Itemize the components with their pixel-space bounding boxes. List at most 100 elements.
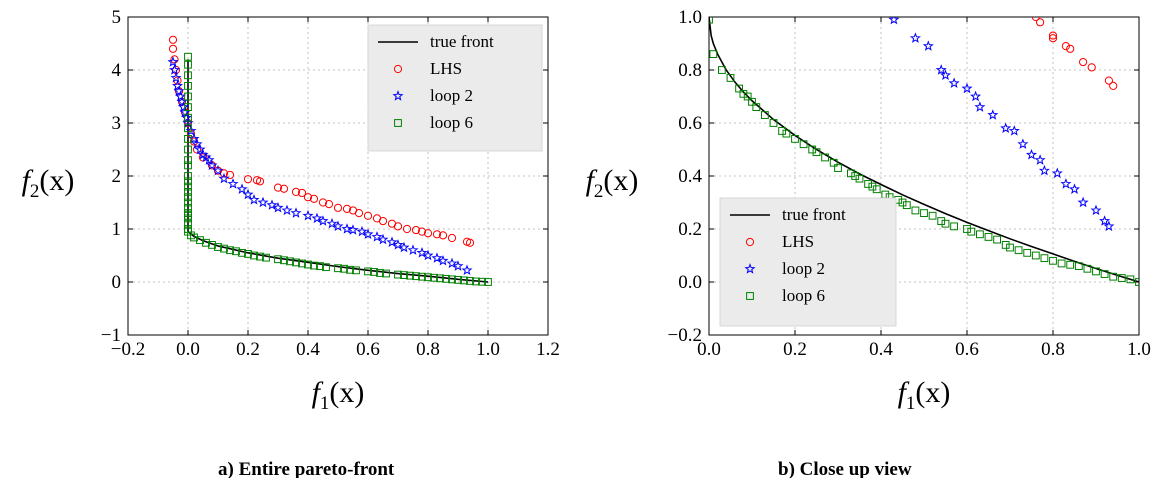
data-point: [1017, 138, 1029, 149]
data-point: [184, 172, 192, 180]
data-point: [272, 201, 284, 213]
legend-marker: [392, 90, 404, 101]
y-tick-label: 1.0: [678, 7, 702, 28]
data-point: [855, 174, 864, 183]
data-point: [1109, 272, 1118, 281]
legend-label: loop 6: [430, 113, 473, 132]
data-point: [168, 64, 181, 75]
axis-label-subscript: 2: [30, 181, 40, 202]
data-point: [407, 244, 419, 255]
data-point: [460, 276, 468, 285]
data-point: [898, 198, 907, 207]
data-point: [442, 274, 450, 283]
data-point: [782, 129, 791, 138]
data-point: [769, 119, 778, 127]
data-point: [326, 217, 338, 229]
axis-label-subscript: 1: [320, 393, 330, 414]
y-tick-label: 1: [112, 219, 122, 240]
data-point: [378, 216, 388, 226]
data-point: [1117, 274, 1126, 282]
data-point: [1001, 241, 1010, 249]
data-point: [184, 145, 192, 154]
data-point: [1036, 18, 1045, 27]
data-point: [1060, 178, 1072, 189]
data-point: [184, 182, 192, 191]
series-lhs: [1031, 17, 1118, 91]
data-point: [184, 188, 192, 196]
series-loop-6: [709, 17, 1139, 286]
data-point: [411, 225, 421, 235]
data-point: [1038, 164, 1050, 176]
axis-label-argument: (x): [915, 376, 950, 409]
data-point: [1103, 220, 1115, 232]
data-point: [250, 251, 258, 260]
data-point: [203, 154, 215, 165]
data-point: [963, 225, 971, 233]
data-point: [406, 271, 414, 280]
data-point: [448, 275, 456, 284]
data-point: [808, 145, 817, 154]
data-point: [303, 193, 313, 202]
data-point: [1090, 204, 1102, 216]
data-point: [974, 101, 986, 112]
data-point: [868, 182, 877, 191]
x-tick-label: 0.0: [697, 339, 721, 360]
data-point: [248, 194, 260, 205]
data-point: [398, 241, 410, 253]
data-point: [174, 90, 187, 102]
data-point: [184, 60, 192, 69]
y-tick-label: 0.0: [678, 272, 702, 293]
data-point: [281, 204, 293, 216]
data-point: [184, 198, 192, 207]
data-point: [400, 271, 408, 280]
data-point: [993, 235, 1002, 244]
data-point: [244, 250, 252, 258]
data-point: [1006, 243, 1014, 252]
data-point: [257, 196, 269, 208]
data-point: [280, 256, 288, 265]
y-tick-label: 4: [112, 60, 122, 81]
data-point: [438, 231, 448, 240]
data-point: [418, 272, 426, 281]
data-point: [317, 215, 329, 226]
data-point: [935, 64, 947, 75]
data-point: [432, 230, 442, 239]
data-point: [188, 133, 200, 144]
data-point: [976, 230, 984, 239]
data-point: [184, 219, 192, 228]
panel-a: −0.2 0.0 0.2 0.4 0.6 0.8 1.0 1.2 −1 0 1 2 3 4 5 true f…: [22, 7, 560, 478]
data-point: [847, 169, 855, 178]
data-point: [909, 32, 921, 43]
y-axis-label: f2(x): [22, 164, 75, 202]
data-point: [446, 257, 458, 269]
ticks: −0.2 0.0 0.2 0.4 0.6 0.8 1.0 1.2 −1 0 1 2 3 4 5: [101, 7, 560, 360]
data-points: [709, 17, 1139, 286]
data-point: [437, 254, 449, 266]
data-point: [1068, 183, 1081, 194]
x-axis-label: f1(x): [898, 376, 951, 414]
x-tick-label: 0.8: [1041, 339, 1065, 360]
x-tick-label: 0.2: [236, 339, 260, 360]
data-point: [431, 252, 443, 263]
data-point: [206, 159, 218, 171]
axis-label-argument: (x): [329, 376, 364, 409]
data-point: [364, 267, 372, 276]
legend-box: [367, 24, 543, 152]
legend-label: LHS: [782, 232, 814, 251]
data-point: [872, 185, 881, 194]
data-point: [184, 113, 192, 122]
data-point: [393, 222, 403, 231]
x-tick-label: −0.2: [111, 339, 145, 360]
data-point: [202, 238, 210, 247]
data-point: [190, 233, 198, 242]
data-point: [430, 273, 438, 282]
data-point: [255, 177, 265, 186]
series-loop-2: [167, 56, 473, 276]
data-point: [185, 125, 197, 136]
data-point: [984, 233, 993, 241]
data-point: [864, 180, 873, 188]
data-point: [191, 138, 203, 149]
data-point: [1061, 42, 1071, 51]
data-point: [304, 260, 312, 269]
